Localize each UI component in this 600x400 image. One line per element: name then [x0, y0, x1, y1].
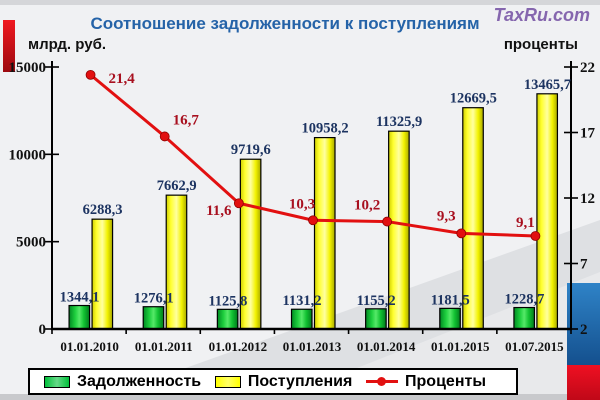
debt-bar — [365, 308, 387, 330]
receipts-value-label: 13465,7 — [524, 77, 571, 93]
debt-value-label: 1276,1 — [134, 291, 174, 307]
percent-point — [530, 231, 541, 241]
debt-value-label: 1131,2 — [282, 293, 321, 309]
legend-label-percents: Проценты — [405, 372, 486, 390]
percent-value-label: 10,3 — [289, 196, 315, 212]
debt-value-label: 1181,5 — [431, 292, 470, 308]
right-axis-unit-label: проценты — [503, 36, 578, 53]
percent-value-label: 21,4 — [108, 71, 135, 87]
receipts-value-label: 11325,9 — [376, 114, 422, 130]
right-axis-tick-label: 12 — [580, 191, 595, 207]
bottom-edge-strip — [0, 394, 600, 400]
receipts-value-label: 7662,9 — [157, 178, 197, 194]
left-axis-unit-label: млрд. руб. — [28, 36, 107, 53]
percent-point — [85, 69, 96, 80]
right-axis-tick-label: 2 — [580, 322, 588, 338]
debt-value-label: 1155,2 — [357, 293, 396, 309]
category-label: 01.01.2012 — [209, 339, 268, 354]
left-axis-tick-label: 0 — [39, 322, 47, 338]
percent-value-label: 11,6 — [206, 203, 232, 219]
legend-label-receipts: Поступления — [247, 372, 353, 390]
receipts-swatch-icon — [214, 375, 241, 388]
category-label: 01.07.2015 — [505, 339, 564, 354]
right-axis-tick-label: 22 — [580, 60, 595, 76]
left-axis-tick-label: 10000 — [9, 147, 47, 163]
right-axis-tick-label: 7 — [580, 257, 588, 273]
decor-red-bar-left — [3, 20, 15, 72]
debt-bar — [216, 308, 239, 330]
top-edge-strip — [0, 0, 600, 5]
legend-item-receipts: Поступления — [214, 372, 353, 391]
receipts-value-label: 6288,3 — [83, 202, 123, 218]
percent-point — [159, 131, 170, 142]
legend-item-percents: Проценты — [366, 373, 486, 391]
percent-point — [308, 215, 318, 226]
category-label: 01.01.2014 — [357, 339, 416, 354]
percent-value-label: 16,7 — [173, 112, 200, 128]
percents-line-marker-icon — [366, 377, 399, 386]
percent-point — [233, 198, 244, 209]
debt-value-label: 1228,7 — [504, 292, 544, 308]
category-label: 01.01.2011 — [135, 339, 193, 354]
category-label: 01.01.2013 — [283, 339, 342, 354]
legend-item-debt: Задолженность — [44, 373, 201, 391]
decor-blue-bar-right — [567, 283, 600, 365]
left-axis-tick-label: 5000 — [16, 235, 46, 251]
chart-title: Соотношение задолженности к поступлениям — [90, 14, 480, 33]
receipts-value-label: 9719,6 — [231, 142, 271, 158]
debt-swatch-icon — [44, 375, 70, 388]
debt-bar — [142, 306, 165, 330]
category-label: 01.01.2010 — [60, 339, 119, 354]
debt-bar — [513, 306, 536, 330]
receipts-value-label: 12669,5 — [450, 91, 497, 107]
percent-value-label: 10,2 — [354, 198, 380, 214]
percent-point — [382, 216, 393, 227]
debt-bar — [290, 308, 313, 330]
right-axis-tick-label: 17 — [580, 126, 596, 142]
receipts-bar — [91, 218, 114, 330]
taxru-logo[interactable]: TaxRu.com — [493, 5, 590, 25]
left-axis-tick-label: 15000 — [9, 60, 47, 76]
percent-value-label: 9,1 — [516, 215, 535, 231]
debt-value-label: 1344,1 — [60, 290, 100, 306]
chart-legend: Задолженность Поступления Проценты — [28, 368, 518, 395]
percents-dot-icon — [377, 377, 387, 386]
debt-value-label: 1125,8 — [208, 293, 247, 309]
decor-red-bar-right — [567, 365, 600, 400]
receipts-value-label: 10958,2 — [301, 121, 348, 137]
percent-point — [456, 228, 467, 239]
legend-label-debt: Задолженность — [77, 372, 202, 390]
receipts-bar — [165, 194, 188, 330]
percent-value-label: 9,3 — [437, 208, 456, 224]
debt-bar — [68, 304, 91, 330]
category-label: 01.01.2015 — [431, 339, 490, 354]
debt-bar — [439, 307, 461, 330]
